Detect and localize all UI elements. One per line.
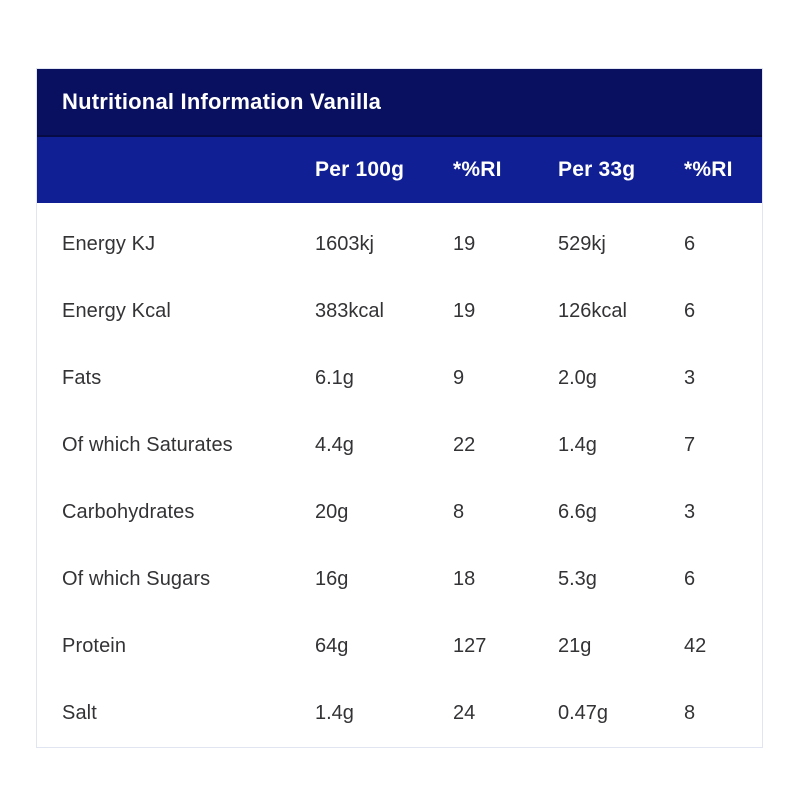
row-label: Energy Kcal [62,300,171,322]
row-value-ri33g: 6 [684,568,696,590]
row-value-ri100g: 19 [453,233,476,255]
nutrition-table-header-row: Per 100g *%RI Per 33g *%RI [37,137,762,203]
header-cell-per-100g: Per 100g [315,158,405,181]
row-value-ri100g: 8 [453,501,465,523]
row-value-ri33g: 3 [684,501,696,523]
row-value-ri100g: 24 [453,702,476,724]
row-value-per33g: 6.6g [558,501,597,523]
row-value-per100g: 6.1g [315,367,354,389]
row-value-ri100g: 19 [453,300,476,322]
row-value-ri33g: 7 [684,434,696,456]
nutrition-table-title: Nutritional Information Vanilla [62,89,382,114]
table-row: Of which Sugars 16g 18 5.3g 6 [37,546,762,613]
row-value-per33g: 21g [558,635,592,657]
row-label: Of which Sugars [62,568,211,590]
table-row: Salt 1.4g 24 0.47g 8 [37,680,762,747]
row-value-per33g: 1.4g [558,434,597,456]
row-label: Fats [62,367,102,389]
table-row: Energy KJ 1603kj 19 529kj 6 [37,211,762,278]
row-value-per33g: 5.3g [558,568,597,590]
row-value-per100g: 4.4g [315,434,354,456]
table-body: Energy KJ 1603kj 19 529kj 6 Energy Kcal … [37,203,762,747]
row-value-ri100g: 9 [453,367,465,389]
header-cell-ri-33g: *%RI [684,158,733,181]
nutrition-table-title-bar: Nutritional Information Vanilla [37,69,762,137]
table-row: Of which Saturates 4.4g 22 1.4g 7 [37,412,762,479]
table-row: Energy Kcal 383kcal 19 126kcal 6 [37,278,762,345]
row-value-per33g: 529kj [558,233,606,255]
row-value-per100g: 64g [315,635,349,657]
table-row: Protein 64g 127 21g 42 [37,613,762,680]
row-value-ri33g: 8 [684,702,696,724]
header-cell-ri-100g: *%RI [453,158,502,181]
row-label: Protein [62,635,127,657]
row-value-ri33g: 3 [684,367,696,389]
row-value-per100g: 16g [315,568,349,590]
row-value-ri100g: 18 [453,568,476,590]
row-value-per100g: 383kcal [315,300,384,322]
row-value-ri100g: 127 [453,635,487,657]
row-value-per33g: 2.0g [558,367,597,389]
row-value-per33g: 126kcal [558,300,627,322]
row-value-ri100g: 22 [453,434,476,456]
header-cell-per-33g: Per 33g [558,158,636,181]
table-row: Carbohydrates 20g 8 6.6g 3 [37,479,762,546]
row-value-per100g: 1.4g [315,702,354,724]
row-label: Carbohydrates [62,501,195,523]
row-label: Of which Saturates [62,434,233,456]
row-value-ri33g: 6 [684,300,696,322]
row-value-ri33g: 42 [684,635,707,657]
row-label: Salt [62,702,97,724]
row-value-per100g: 1603kj [315,233,374,255]
nutrition-table: Nutritional Information Vanilla Per 100g… [37,69,762,747]
row-value-per33g: 0.47g [558,702,609,724]
row-value-ri33g: 6 [684,233,696,255]
row-label: Energy KJ [62,233,156,255]
row-value-per100g: 20g [315,501,349,523]
table-row: Fats 6.1g 9 2.0g 3 [37,345,762,412]
